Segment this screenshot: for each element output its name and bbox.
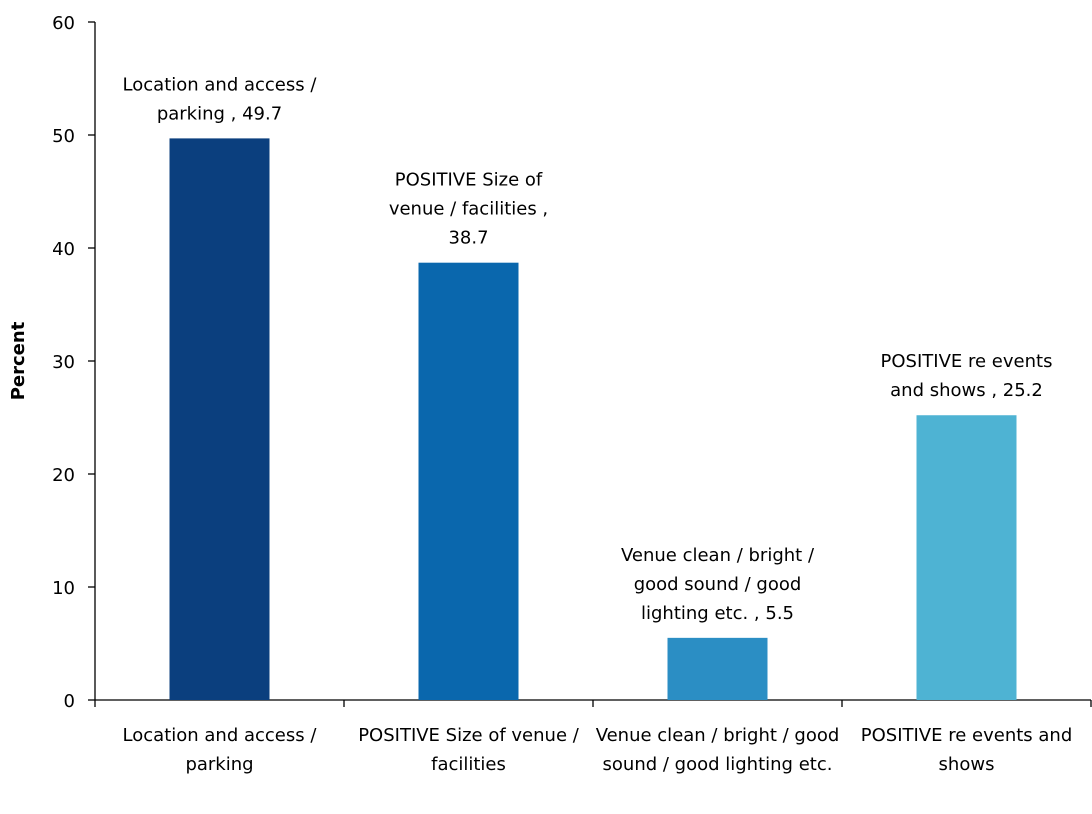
x-tick-label: POSITIVE Size of venue / facilities [358,725,580,775]
y-tick-label: 0 [64,691,75,712]
y-axis-label: Percent [8,321,29,400]
data-label: POSITIVE re events and shows , 25.2 [881,351,1053,401]
bar [667,637,768,700]
x-tick-label: Venue clean / bright / good sound / good … [596,725,840,775]
data-label: Venue clean / bright / good sound / good l… [621,545,815,624]
data-label: Location and access / parking , 49.7 [123,74,318,124]
y-tick-label: 10 [52,578,75,599]
bar [169,138,270,700]
y-tick-label: 60 [52,13,75,34]
bar [418,262,519,700]
y-tick-label: 50 [52,126,75,147]
bar [916,415,1017,700]
y-tick-label: 40 [52,239,75,260]
x-tick-label: Location and access / parking [123,725,318,775]
y-tick-label: 30 [52,352,75,373]
data-label: POSITIVE Size of venue / facilities , 38.7 [389,170,548,249]
y-tick-label: 20 [52,465,75,486]
x-tick-label: POSITIVE re events and shows [861,725,1073,775]
